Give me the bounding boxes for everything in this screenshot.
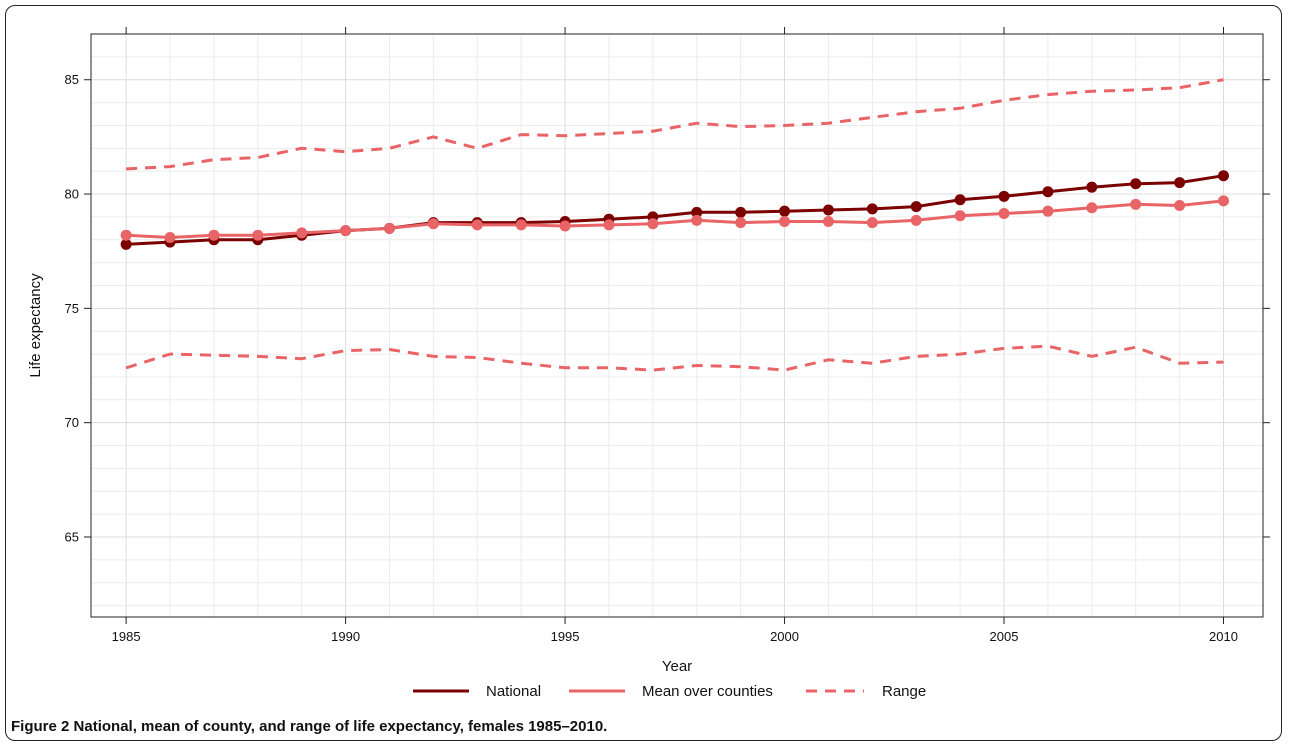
x-tick-label: 2010: [1209, 629, 1238, 644]
y-tick-label: 80: [65, 187, 79, 202]
mean-over-counties-point: [427, 218, 439, 230]
mean-over-counties-point: [910, 214, 922, 226]
mean-over-counties-point: [252, 229, 264, 241]
y-tick-label: 65: [65, 529, 79, 544]
mean-over-counties-point: [691, 214, 703, 226]
x-tick-label: 2005: [990, 629, 1019, 644]
legend-label-range: Range: [882, 683, 926, 700]
mean-over-counties-point: [1217, 195, 1229, 207]
national-point: [1217, 170, 1229, 182]
mean-over-counties-point: [822, 215, 834, 227]
mean-over-counties-point: [120, 229, 132, 241]
mean-over-counties-point: [383, 222, 395, 234]
mean-over-counties-point: [340, 225, 352, 237]
figure-frame: [5, 5, 1282, 741]
national-point: [735, 206, 747, 218]
mean-over-counties-point: [164, 231, 176, 243]
x-tick-label: 1990: [331, 629, 360, 644]
mean-over-counties-point: [954, 210, 966, 222]
mean-over-counties-point: [208, 229, 220, 241]
national-point: [998, 190, 1010, 202]
mean-over-counties-point: [866, 217, 878, 229]
mean-over-counties-point: [1174, 199, 1186, 211]
range-lower-line: [125, 344, 1224, 372]
mean-over-counties-point: [998, 207, 1010, 219]
national-point: [1174, 177, 1186, 189]
mean-over-counties-point: [779, 215, 791, 227]
mean-over-counties-point: [735, 217, 747, 229]
mean-over-counties-point: [603, 219, 615, 231]
y-tick-label: 70: [65, 415, 79, 430]
national-point: [1086, 181, 1098, 193]
mean-over-counties-point: [471, 219, 483, 231]
series: [120, 78, 1229, 372]
grid: [91, 34, 1263, 617]
mean-over-counties-line: [126, 199, 1224, 240]
mean-over-counties-point: [647, 218, 659, 230]
national-line: [126, 174, 1224, 246]
legend: National Mean over counties Range: [413, 683, 926, 700]
x-tick-label: 1985: [112, 629, 141, 644]
y-axis-title: Life expectancy: [27, 273, 44, 378]
national-point: [1130, 178, 1142, 190]
national-point: [822, 204, 834, 216]
national-point: [1042, 186, 1054, 198]
national-point: [954, 194, 966, 206]
range-upper-line: [126, 78, 1224, 171]
caption-label: Figure 2: [11, 718, 70, 735]
legend-label-mean-over-counties: Mean over counties: [642, 683, 773, 700]
y-tick-label: 75: [65, 301, 79, 316]
plot-area-border: [90, 33, 1264, 618]
national-point: [779, 205, 791, 217]
mean-over-counties-point: [296, 227, 308, 239]
mean-over-counties-point: [515, 219, 527, 231]
x-tick-label: 2000: [770, 629, 799, 644]
national-point: [691, 206, 703, 218]
x-axis-title: Year: [662, 658, 692, 675]
y-tick-label: 85: [65, 72, 79, 87]
mean-over-counties-point: [559, 220, 571, 232]
mean-over-counties-point: [1130, 198, 1142, 210]
figure-caption: Figure 2 National, mean of county, and r…: [11, 718, 607, 735]
mean-over-counties-point: [1042, 205, 1054, 217]
caption-text: National, mean of county, and range of l…: [73, 718, 608, 735]
national-point: [866, 203, 878, 215]
axes: 1985 1990 1995 2000 2005 2010 65 70 75 80 85: [65, 27, 1270, 644]
mean-over-counties-point: [1086, 202, 1098, 214]
x-tick-label: 1995: [551, 629, 580, 644]
legend-label-national: National: [486, 683, 541, 700]
national-point: [120, 238, 132, 250]
national-point: [910, 201, 922, 213]
